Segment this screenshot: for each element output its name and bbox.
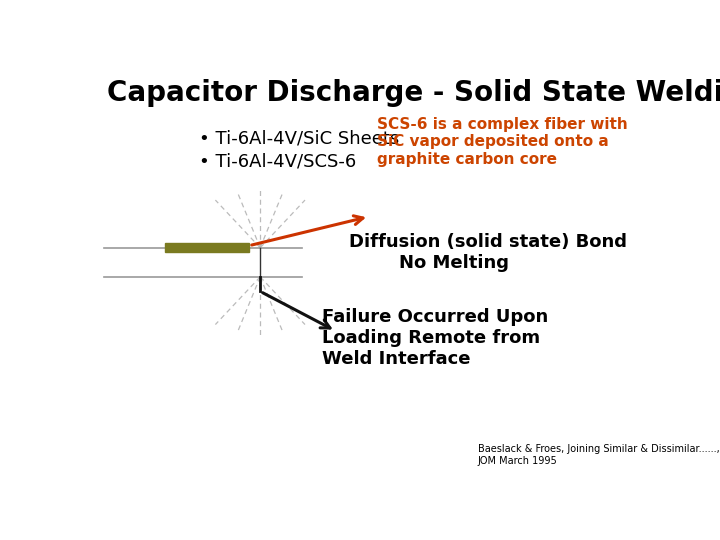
Text: • Ti-6Al-4V/SiC Sheets: • Ti-6Al-4V/SiC Sheets [199, 129, 399, 147]
Text: Failure Occurred Upon
Loading Remote from
Weld Interface: Failure Occurred Upon Loading Remote fro… [322, 308, 548, 368]
Text: SCS-6 is a complex fiber with
SiC vapor deposited onto a
graphite carbon core: SCS-6 is a complex fiber with SiC vapor … [377, 117, 628, 166]
Text: Capacitor Discharge - Solid State Welding: Capacitor Discharge - Solid State Weldin… [107, 79, 720, 107]
Text: Diffusion (solid state) Bond
        No Melting: Diffusion (solid state) Bond No Melting [349, 233, 627, 272]
Text: • Ti-6Al-4V/SCS-6: • Ti-6Al-4V/SCS-6 [199, 152, 356, 170]
Text: Baeslack & Froes, Joining Similar & Dissimilar......,
JOM March 1995: Baeslack & Froes, Joining Similar & Diss… [478, 444, 719, 466]
Bar [166, 243, 249, 252]
